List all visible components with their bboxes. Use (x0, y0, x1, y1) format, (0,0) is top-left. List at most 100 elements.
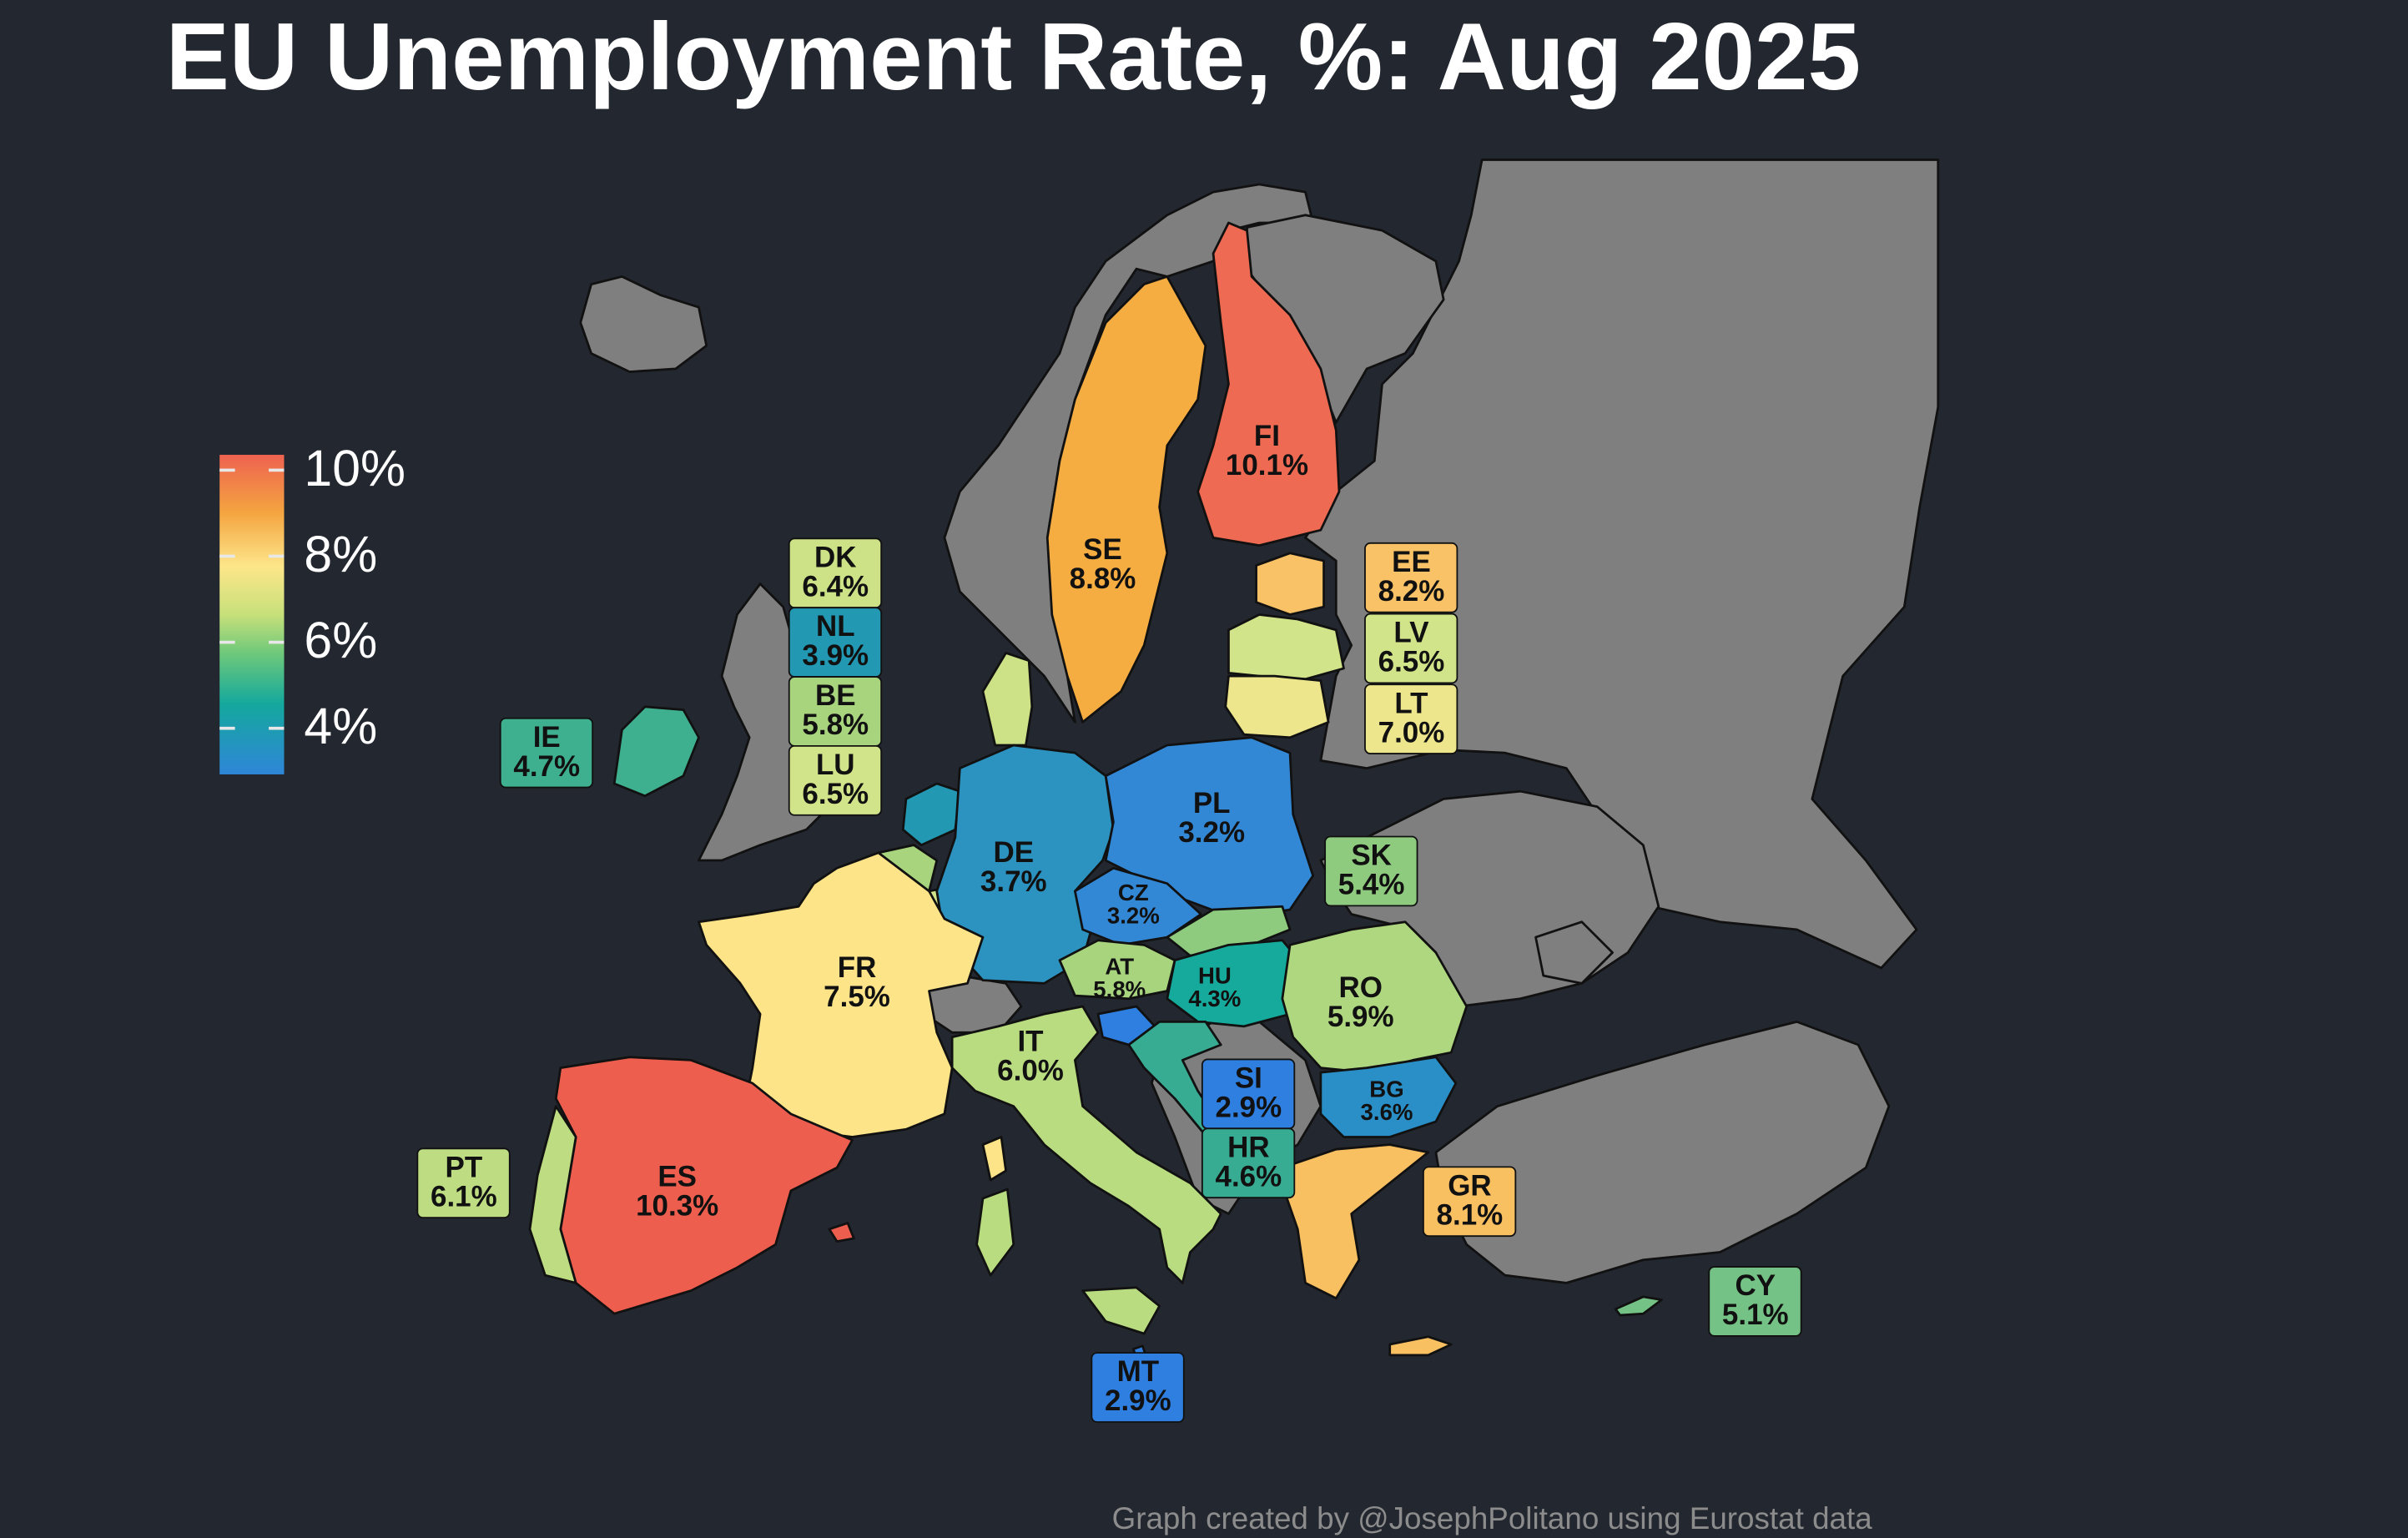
box-label-croatia: HR 4.6% (1201, 1127, 1296, 1199)
box-label-latvia: LV 6.5% (1364, 613, 1458, 684)
country-value: 2.9% (1104, 1385, 1171, 1419)
country-value: 6.5% (802, 779, 869, 812)
country-value: 5.4% (1337, 870, 1405, 902)
country-value: 5.8% (802, 709, 869, 743)
country-value: 6.0% (997, 1055, 1064, 1088)
label-finland: FI 10.1% (1226, 422, 1308, 481)
country-value: 8.2% (1378, 576, 1445, 609)
label-hungary: HU 4.3% (1188, 965, 1241, 1011)
country-sweden (1045, 275, 1207, 724)
label-czechia: CZ 3.2% (1107, 882, 1160, 928)
country-italy-sicily (1081, 1286, 1161, 1335)
country-code: IE (532, 722, 561, 755)
box-label-ireland: IE 4.7% (499, 717, 594, 789)
country-code: LT (1394, 688, 1428, 721)
country-code: FI (1253, 421, 1280, 454)
chart-title: EU Unemployment Rate, %: Aug 2025 (165, 4, 1861, 111)
country-code: CZ (1117, 880, 1149, 907)
country-code: ES (657, 1161, 698, 1194)
country-code: SI (1234, 1063, 1262, 1096)
country-value: 10.1% (1225, 450, 1309, 483)
legend-tick-mark (219, 554, 235, 558)
legend-label-4: 4% (304, 697, 378, 755)
country-code: AT (1105, 954, 1135, 981)
country-czechia (1074, 866, 1202, 946)
box-label-slovenia: SI 2.9% (1201, 1058, 1296, 1130)
country-poland (1104, 736, 1315, 920)
country-denmark (981, 652, 1034, 747)
country-value: 6.5% (1378, 647, 1445, 679)
iceland-region (579, 275, 708, 373)
country-code: HR (1227, 1132, 1270, 1165)
country-spain-balearic (828, 1222, 855, 1243)
turkey-region (1434, 1020, 1891, 1284)
country-code: CY (1735, 1270, 1776, 1304)
crimea-black-sea-coast (1534, 920, 1614, 985)
country-finland (1196, 221, 1341, 547)
box-label-belgium: BE 5.8% (788, 676, 883, 747)
legend-tick-mark (269, 640, 285, 644)
box-label-slovakia: SK 5.4% (1324, 835, 1419, 907)
country-cyprus (1614, 1295, 1663, 1317)
country-value: 8.8% (1069, 563, 1136, 597)
box-label-cyprus: CY 5.1% (1708, 1266, 1803, 1337)
russia-east-region (1304, 159, 1940, 970)
country-ireland (612, 705, 700, 798)
country-value: 5.8% (1093, 976, 1146, 1004)
country-code: LU (815, 749, 855, 783)
label-france: FR 7.5% (824, 954, 890, 1012)
country-code: PL (1192, 788, 1231, 821)
country-code: EE (1392, 547, 1431, 580)
country-italy-sardinia (975, 1188, 1015, 1277)
box-label-luxembourg: LU 6.5% (788, 744, 883, 816)
country-value: 3.7% (980, 866, 1047, 900)
country-code: NL (815, 611, 855, 644)
country-value: 6.4% (802, 571, 869, 604)
legend-tick-mark (219, 640, 235, 644)
country-latvia (1227, 613, 1345, 681)
legend-tick-mark (269, 726, 285, 730)
country-code: GR (1448, 1170, 1492, 1203)
legend-label-8: 8% (304, 525, 378, 582)
country-value: 2.9% (1215, 1092, 1282, 1125)
legend-tick-mark (219, 726, 235, 730)
country-value: 7.0% (1378, 717, 1445, 750)
country-code: HU (1197, 963, 1232, 990)
country-code: FR (837, 952, 877, 986)
label-italy: IT 6.0% (997, 1028, 1064, 1087)
country-value: 3.6% (1360, 1100, 1413, 1127)
country-code: RO (1338, 972, 1383, 1006)
country-romania (1281, 920, 1468, 1074)
legend-tick-mark (219, 468, 235, 472)
credit-text: Graph created by @JosephPolitano using E… (1111, 1502, 1872, 1537)
country-value: 5.9% (1327, 1001, 1394, 1035)
country-portugal (528, 1105, 577, 1284)
country-code: DK (814, 542, 857, 575)
country-value: 8.1% (1436, 1199, 1504, 1233)
label-bulgaria: BG 3.6% (1361, 1078, 1413, 1124)
label-sweden: SE 8.8% (1070, 537, 1136, 595)
country-code: DE (993, 837, 1035, 870)
legend-label-6: 6% (304, 611, 378, 668)
box-label-netherlands: NL 3.9% (788, 607, 883, 678)
legend-colorbar (219, 454, 285, 774)
label-poland: PL 3.2% (1178, 789, 1245, 848)
country-estonia (1255, 552, 1325, 616)
legend-label-10: 10% (304, 439, 406, 497)
country-value: 3.9% (802, 640, 869, 673)
country-value: 4.6% (1215, 1161, 1282, 1194)
country-value: 6.1% (430, 1181, 497, 1214)
country-value: 4.7% (513, 751, 581, 784)
country-italy (950, 1005, 1222, 1284)
country-code: MT (1116, 1356, 1160, 1389)
label-spain: ES 10.3% (636, 1163, 718, 1222)
country-value: 3.2% (1106, 903, 1160, 930)
country-bulgaria (1319, 1056, 1458, 1138)
box-label-portugal: PT 6.1% (416, 1147, 511, 1219)
country-france-corsica (981, 1136, 1007, 1182)
box-label-lithuania: LT 7.0% (1364, 683, 1458, 755)
box-label-estonia: EE 8.2% (1364, 542, 1458, 613)
country-code: PT (445, 1152, 483, 1185)
label-romania: RO 5.9% (1327, 974, 1394, 1032)
